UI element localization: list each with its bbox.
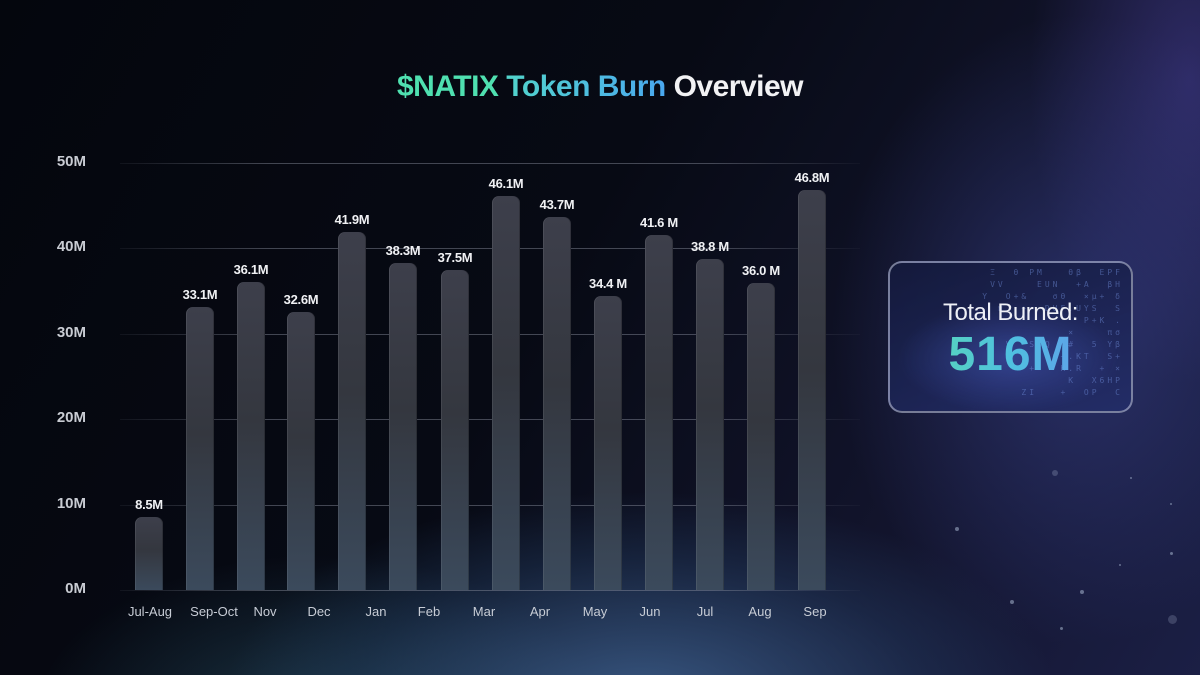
y-axis-tick-label: 40M [56,238,86,256]
total-burned-card: Ξ θ PM θβ EPF VV EUN +A βH Y O+& σθ ×μ+ … [888,261,1133,413]
total-burned-label: Total Burned: [943,299,1078,326]
bar [594,296,622,590]
x-axis-baseline [120,590,860,591]
bar [186,307,214,590]
x-axis-tick-label: Jun [639,604,661,619]
bar-value-label: 41.9M [334,212,370,228]
gridline [120,504,860,506]
bar [492,196,520,590]
card-code-texture: Ξ θ PM θβ EPF VV EUN +A βH Y O+& σθ ×μ+ … [982,268,1123,397]
particle [1060,627,1063,630]
y-axis-tick-label: 10M [56,494,86,512]
bar [645,234,673,590]
bar-value-label: 32.6M [283,291,319,307]
bar-value-label: 33.1M [182,287,218,303]
x-axis-tick-label: Nov [253,604,277,619]
bar-value-label: 38.3M [385,242,421,258]
x-axis-tick-label: Jan [365,604,387,619]
bar [696,258,724,590]
bar [747,282,775,590]
bar-value-label: 34.4 M [589,276,627,292]
bar [237,281,265,590]
particle [1080,590,1084,594]
bar-value-label: 37.5M [437,249,473,265]
bar-value-label: 38.8 M [691,238,729,254]
bar-value-label: 46.1M [488,176,524,192]
chart-title: $NATIX Token Burn Overview [0,70,1200,104]
gridline [120,163,860,164]
particle [1170,552,1173,555]
particle [1168,615,1177,624]
x-axis-tick-label: Mar [472,604,496,619]
gridline [120,248,860,250]
bar [135,517,163,590]
bar-value-label: 41.6 M [640,214,678,230]
x-axis-tick-label: Jul-Aug [127,604,173,619]
particle [1010,600,1014,604]
x-axis-tick-label: Sep [803,604,827,619]
y-axis-tick-label: 30M [56,323,86,341]
particle [1052,470,1058,476]
bar [543,216,571,590]
x-axis-tick-label: Aug [748,604,772,619]
bar-value-label: 36.0 M [742,262,780,278]
particle [955,527,959,531]
x-axis-tick-label: Sep-Oct [190,604,238,619]
x-axis-tick-label: Apr [529,604,551,619]
bar [441,269,469,590]
total-burned-value: 516M [890,327,1131,382]
bar-value-label: 36.1M [233,261,269,277]
gridline [120,419,860,421]
bar [798,190,826,590]
title-token-burn: Token Burn [498,70,666,103]
y-axis-tick-label: 50M [56,153,86,170]
bar [338,232,366,590]
particle [1119,564,1121,566]
particle [1170,503,1172,505]
bar-value-label: 8.5M [135,497,163,513]
bar-value-label: 43.7M [539,196,575,212]
title-token-name: $NATIX [396,70,499,103]
particle [1130,477,1132,479]
bar-value-label: 46.8M [794,170,830,186]
bar [287,311,315,590]
x-axis-tick-label: May [582,604,608,619]
gridline [120,333,860,335]
y-axis-tick-label: 20M [56,409,86,427]
bar [389,262,417,590]
x-axis-tick-label: Feb [417,604,441,619]
title-overview: Overview [665,70,804,103]
y-axis-tick-label: 0M [65,580,86,597]
x-axis-tick-label: Jul [696,604,714,619]
x-axis-tick-label: Dec [307,604,331,619]
